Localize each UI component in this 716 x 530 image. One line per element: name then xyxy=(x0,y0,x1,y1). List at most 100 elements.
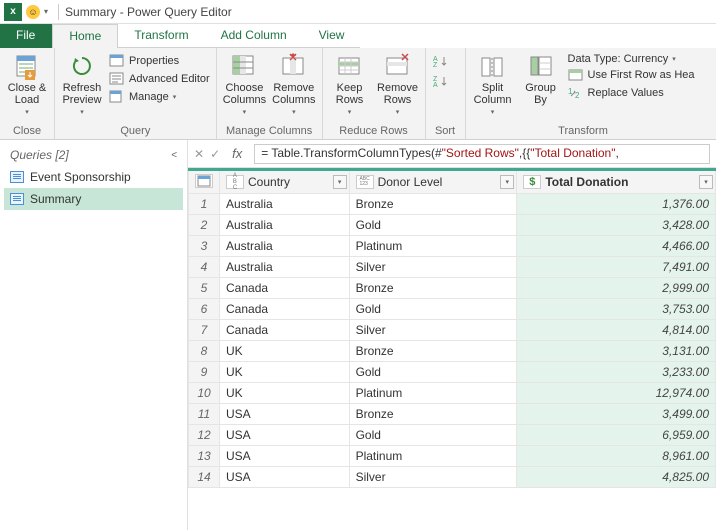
cell-country[interactable]: USA xyxy=(220,446,350,467)
cell-donor-level[interactable]: Silver xyxy=(349,320,517,341)
cell-country[interactable]: UK xyxy=(220,341,350,362)
cell-total-donation[interactable]: 8,961.00 xyxy=(517,446,716,467)
cell-total-donation[interactable]: 3,499.00 xyxy=(517,404,716,425)
row-number[interactable]: 7 xyxy=(189,320,220,341)
table-row[interactable]: 6 Canada Gold 3,753.00 xyxy=(189,299,716,320)
properties-button[interactable]: Properties xyxy=(109,52,210,70)
split-column-button[interactable]: Split Column ▾ xyxy=(472,52,514,116)
row-number[interactable]: 10 xyxy=(189,383,220,404)
cell-donor-level[interactable]: Bronze xyxy=(349,194,517,215)
sort-asc-button[interactable]: AZ xyxy=(432,52,448,70)
table-row[interactable]: 1 Australia Bronze 1,376.00 xyxy=(189,194,716,215)
cell-country[interactable]: Canada xyxy=(220,320,350,341)
formula-input[interactable]: = Table.TransformColumnTypes(#"Sorted Ro… xyxy=(254,144,710,164)
table-row[interactable]: 2 Australia Gold 3,428.00 xyxy=(189,215,716,236)
collapse-pane-icon[interactable]: < xyxy=(171,150,177,161)
column-header[interactable]: ABC123Donor Level▾ xyxy=(349,170,517,194)
sort-desc-button[interactable]: ZA xyxy=(432,72,448,90)
advanced-editor-button[interactable]: Advanced Editor xyxy=(109,70,210,88)
table-row[interactable]: 8 UK Bronze 3,131.00 xyxy=(189,341,716,362)
table-row[interactable]: 7 Canada Silver 4,814.00 xyxy=(189,320,716,341)
cell-total-donation[interactable]: 2,999.00 xyxy=(517,278,716,299)
data-grid[interactable]: ABCCountry▾ABC123Donor Level▾$Total Dona… xyxy=(188,168,716,530)
cell-donor-level[interactable]: Bronze xyxy=(349,341,517,362)
cell-total-donation[interactable]: 3,753.00 xyxy=(517,299,716,320)
table-row[interactable]: 11 USA Bronze 3,499.00 xyxy=(189,404,716,425)
cell-total-donation[interactable]: 3,233.00 xyxy=(517,362,716,383)
row-number[interactable]: 1 xyxy=(189,194,220,215)
row-number[interactable]: 3 xyxy=(189,236,220,257)
cell-country[interactable]: Canada xyxy=(220,299,350,320)
row-number[interactable]: 14 xyxy=(189,467,220,488)
cell-total-donation[interactable]: 4,466.00 xyxy=(517,236,716,257)
tab-transform[interactable]: Transform xyxy=(118,24,204,48)
cell-country[interactable]: Canada xyxy=(220,278,350,299)
remove-rows-button[interactable]: Remove Rows ▾ xyxy=(377,52,419,116)
cell-country[interactable]: Australia xyxy=(220,236,350,257)
refresh-preview-button[interactable]: Refresh Preview ▾ xyxy=(61,52,103,116)
cell-total-donation[interactable]: 12,974.00 xyxy=(517,383,716,404)
first-row-headers-button[interactable]: Use First Row as Hea xyxy=(568,66,695,84)
table-row[interactable]: 12 USA Gold 6,959.00 xyxy=(189,425,716,446)
row-number[interactable]: 4 xyxy=(189,257,220,278)
row-number[interactable]: 12 xyxy=(189,425,220,446)
data-type-button[interactable]: Data Type: Currency ▾ xyxy=(568,52,695,66)
cell-country[interactable]: USA xyxy=(220,404,350,425)
cell-donor-level[interactable]: Platinum xyxy=(349,383,517,404)
table-row[interactable]: 14 USA Silver 4,825.00 xyxy=(189,467,716,488)
cell-country[interactable]: USA xyxy=(220,425,350,446)
close-load-button[interactable]: Close & Load ▾ xyxy=(6,52,48,116)
query-item[interactable]: Event Sponsorship xyxy=(4,166,183,188)
table-row[interactable]: 10 UK Platinum 12,974.00 xyxy=(189,383,716,404)
table-row[interactable]: 4 Australia Silver 7,491.00 xyxy=(189,257,716,278)
cell-donor-level[interactable]: Gold xyxy=(349,299,517,320)
query-item[interactable]: Summary xyxy=(4,188,183,210)
row-number[interactable]: 8 xyxy=(189,341,220,362)
cell-donor-level[interactable]: Platinum xyxy=(349,236,517,257)
cell-total-donation[interactable]: 3,131.00 xyxy=(517,341,716,362)
choose-columns-button[interactable]: Choose Columns ▾ xyxy=(223,52,266,116)
cell-country[interactable]: Australia xyxy=(220,194,350,215)
replace-values-button[interactable]: 12 Replace Values xyxy=(568,84,695,102)
cell-total-donation[interactable]: 3,428.00 xyxy=(517,215,716,236)
cell-country[interactable]: UK xyxy=(220,383,350,404)
tab-file[interactable]: File xyxy=(0,24,52,48)
row-number[interactable]: 2 xyxy=(189,215,220,236)
row-number[interactable]: 9 xyxy=(189,362,220,383)
column-header[interactable]: $Total Donation▾ xyxy=(517,170,716,194)
table-row[interactable]: 5 Canada Bronze 2,999.00 xyxy=(189,278,716,299)
cell-total-donation[interactable]: 4,825.00 xyxy=(517,467,716,488)
cell-donor-level[interactable]: Silver xyxy=(349,257,517,278)
formula-commit-icon[interactable]: ✓ xyxy=(210,147,220,161)
column-filter-icon[interactable]: ▾ xyxy=(699,175,713,189)
row-number[interactable]: 11 xyxy=(189,404,220,425)
cell-donor-level[interactable]: Platinum xyxy=(349,446,517,467)
table-row[interactable]: 13 USA Platinum 8,961.00 xyxy=(189,446,716,467)
tab-add-column[interactable]: Add Column xyxy=(205,24,303,48)
cell-donor-level[interactable]: Silver xyxy=(349,467,517,488)
cell-country[interactable]: Australia xyxy=(220,215,350,236)
keep-rows-button[interactable]: Keep Rows ▾ xyxy=(329,52,371,116)
table-row[interactable]: 3 Australia Platinum 4,466.00 xyxy=(189,236,716,257)
row-number[interactable]: 5 xyxy=(189,278,220,299)
table-row[interactable]: 9 UK Gold 3,233.00 xyxy=(189,362,716,383)
row-header-corner[interactable] xyxy=(189,170,220,194)
tab-home[interactable]: Home xyxy=(52,24,118,48)
column-header[interactable]: ABCCountry▾ xyxy=(220,170,350,194)
cell-country[interactable]: UK xyxy=(220,362,350,383)
tab-view[interactable]: View xyxy=(303,24,361,48)
group-by-button[interactable]: Group By xyxy=(520,52,562,106)
cell-total-donation[interactable]: 4,814.00 xyxy=(517,320,716,341)
cell-donor-level[interactable]: Gold xyxy=(349,425,517,446)
cell-country[interactable]: USA xyxy=(220,467,350,488)
formula-cancel-icon[interactable]: ✕ xyxy=(194,147,204,161)
cell-total-donation[interactable]: 7,491.00 xyxy=(517,257,716,278)
remove-columns-button[interactable]: Remove Columns ▾ xyxy=(272,52,315,116)
cell-donor-level[interactable]: Bronze xyxy=(349,404,517,425)
qa-dropdown-icon[interactable]: ▾ xyxy=(44,7,48,16)
cell-donor-level[interactable]: Gold xyxy=(349,362,517,383)
cell-country[interactable]: Australia xyxy=(220,257,350,278)
row-number[interactable]: 6 xyxy=(189,299,220,320)
column-filter-icon[interactable]: ▾ xyxy=(333,175,347,189)
row-number[interactable]: 13 xyxy=(189,446,220,467)
